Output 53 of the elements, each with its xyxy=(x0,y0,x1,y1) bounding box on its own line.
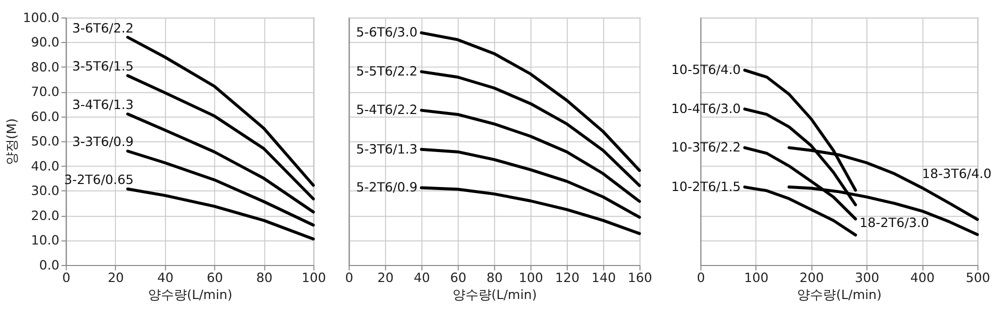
y-tick-label: 10.0 xyxy=(30,234,60,249)
x-tick-label: 60 xyxy=(450,271,466,286)
series-label: 5-3T6/1.3 xyxy=(356,142,418,158)
x-axis-title: 양수량(L/min) xyxy=(797,288,882,303)
x-tick-label: 60 xyxy=(206,271,223,286)
series-label: 3-2T6/0.65 xyxy=(64,173,134,188)
series-label: 3-4T6/1.3 xyxy=(72,98,134,114)
y-tick-label: 40.0 xyxy=(30,159,60,174)
line-series xyxy=(126,188,315,240)
x-tick-label: 0 xyxy=(62,271,70,286)
series-label: 3-6T6/2.2 xyxy=(72,21,134,36)
x-tick-label: 100 xyxy=(302,271,326,286)
x-axis-title: 양수량(L/min) xyxy=(452,288,537,303)
series-label: 5-6T6/3.0 xyxy=(356,26,418,41)
y-tick-label: 20.0 xyxy=(30,208,60,224)
x-tick-label: 120 xyxy=(555,271,580,286)
y-axis-title: 양정(M) xyxy=(4,118,20,166)
series-label: 5-2T6/0.9 xyxy=(356,180,418,196)
x-tick-label: 140 xyxy=(591,271,616,286)
x-tick-label: 80 xyxy=(486,271,503,286)
series-label: 10-4T6/3.0 xyxy=(671,102,741,117)
x-tick-label: 500 xyxy=(966,271,990,286)
x-tick-label: 300 xyxy=(854,271,880,286)
x-tick-label: 200 xyxy=(800,271,824,286)
x-tick-label: 80 xyxy=(256,271,272,286)
series-label: 3-3T6/0.9 xyxy=(72,135,134,150)
x-axis-title: 양수량(L/min) xyxy=(148,288,232,303)
series-label: 10-5T6/4.0 xyxy=(671,63,741,78)
y-tick-label: 30.0 xyxy=(30,184,60,200)
y-tick-label: 60.0 xyxy=(30,110,60,125)
x-tick-label: 0 xyxy=(345,271,354,286)
x-tick-label: 100 xyxy=(744,271,768,286)
y-tick-label: 50.0 xyxy=(30,134,60,150)
y-tick-label: 100.0 xyxy=(22,10,60,26)
series-label: 5-4T6/2.2 xyxy=(356,103,418,118)
x-tick-label: 400 xyxy=(910,271,935,286)
x-tick-label: 160 xyxy=(628,271,652,286)
series-label: 10-3T6/2.2 xyxy=(671,140,741,156)
series-label: 5-5T6/2.2 xyxy=(356,64,418,80)
x-tick-label: 20 xyxy=(377,271,394,286)
series-label: 10-2T6/1.5 xyxy=(671,180,741,195)
x-tick-label: 20 xyxy=(108,271,124,286)
y-tick-label: 90.0 xyxy=(30,36,60,51)
x-tick-label: 100 xyxy=(518,271,544,286)
x-tick-label: 0 xyxy=(696,271,705,286)
series-label: 18-3T6/4.0 xyxy=(922,166,992,182)
series-label: 3-5T6/1.5 xyxy=(72,60,134,75)
x-tick-label: 40 xyxy=(157,271,174,286)
x-tick-label: 40 xyxy=(414,271,430,286)
y-tick-label: 0.0 xyxy=(39,258,60,274)
y-tick-label: 70.0 xyxy=(30,85,60,100)
y-tick-label: 80.0 xyxy=(30,60,60,76)
series-label: 18-2T6/3.0 xyxy=(860,216,930,231)
